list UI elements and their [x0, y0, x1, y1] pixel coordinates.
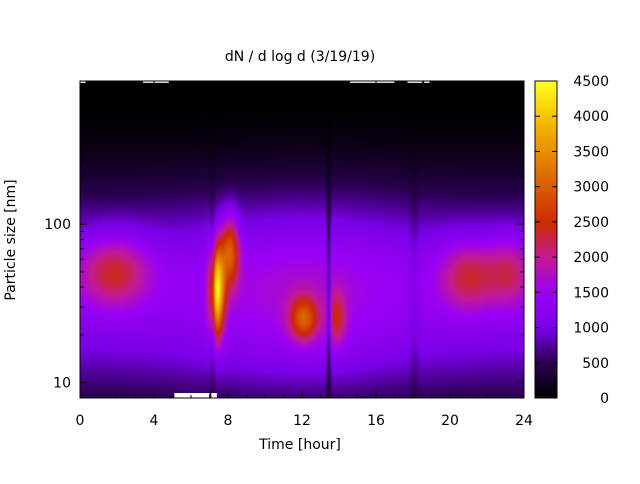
gap-top — [142, 81, 169, 83]
colorbar-tick-label: 2500 — [573, 215, 609, 231]
gap-bottom — [191, 393, 210, 398]
x-tick-label: 0 — [76, 413, 85, 429]
x-tick-label: 24 — [515, 413, 533, 429]
gap-top — [424, 81, 430, 83]
colorbar-axis: 0 500 1000 1500 2000 2500 3000 3500 4000 4500 — [535, 74, 609, 407]
gap-top — [350, 81, 395, 83]
heatmap-image — [80, 81, 524, 398]
x-tick-label: 16 — [367, 413, 385, 429]
x-axis-label: Time [hour] — [258, 437, 341, 453]
colorbar — [534, 80, 558, 399]
colorbar-tick-label: 4000 — [573, 109, 609, 125]
y-tick-label: 100 — [44, 217, 71, 233]
y-axis: 10 100 — [44, 80, 524, 392]
x-tick-label: 4 — [150, 413, 159, 429]
colorbar-tick-label: 1500 — [573, 285, 609, 301]
gap-top — [80, 81, 86, 83]
colorbar-tick-label: 3000 — [573, 180, 609, 196]
gap-top — [407, 81, 423, 83]
y-axis-label: Particle size [nm] — [3, 179, 19, 300]
x-tick-label: 12 — [293, 413, 311, 429]
colorbar-tick-label: 1000 — [573, 321, 609, 337]
x-tick-label: 20 — [441, 413, 459, 429]
colorbar-tick-label: 0 — [600, 391, 609, 407]
data-gaps — [80, 81, 430, 398]
chart-title: dN / d log d (3/19/19) — [225, 49, 375, 65]
x-axis: 0 4 8 12 16 20 24 — [76, 81, 533, 429]
colorbar-tick-label: 2000 — [573, 250, 609, 266]
colorbar-tick-label: 4500 — [573, 74, 609, 90]
gap-bottom — [211, 393, 217, 398]
y-tick-label: 10 — [53, 376, 71, 392]
x-tick-label: 8 — [224, 413, 233, 429]
colorbar-tick-label: 500 — [582, 356, 609, 372]
colorbar-tick-label: 3500 — [573, 144, 609, 160]
gap-bottom — [174, 393, 191, 398]
